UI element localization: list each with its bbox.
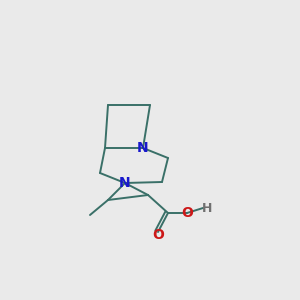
Text: O: O xyxy=(152,228,164,242)
Text: N: N xyxy=(119,176,131,190)
Text: O: O xyxy=(181,206,193,220)
Text: H: H xyxy=(202,202,212,214)
Text: N: N xyxy=(137,141,149,155)
